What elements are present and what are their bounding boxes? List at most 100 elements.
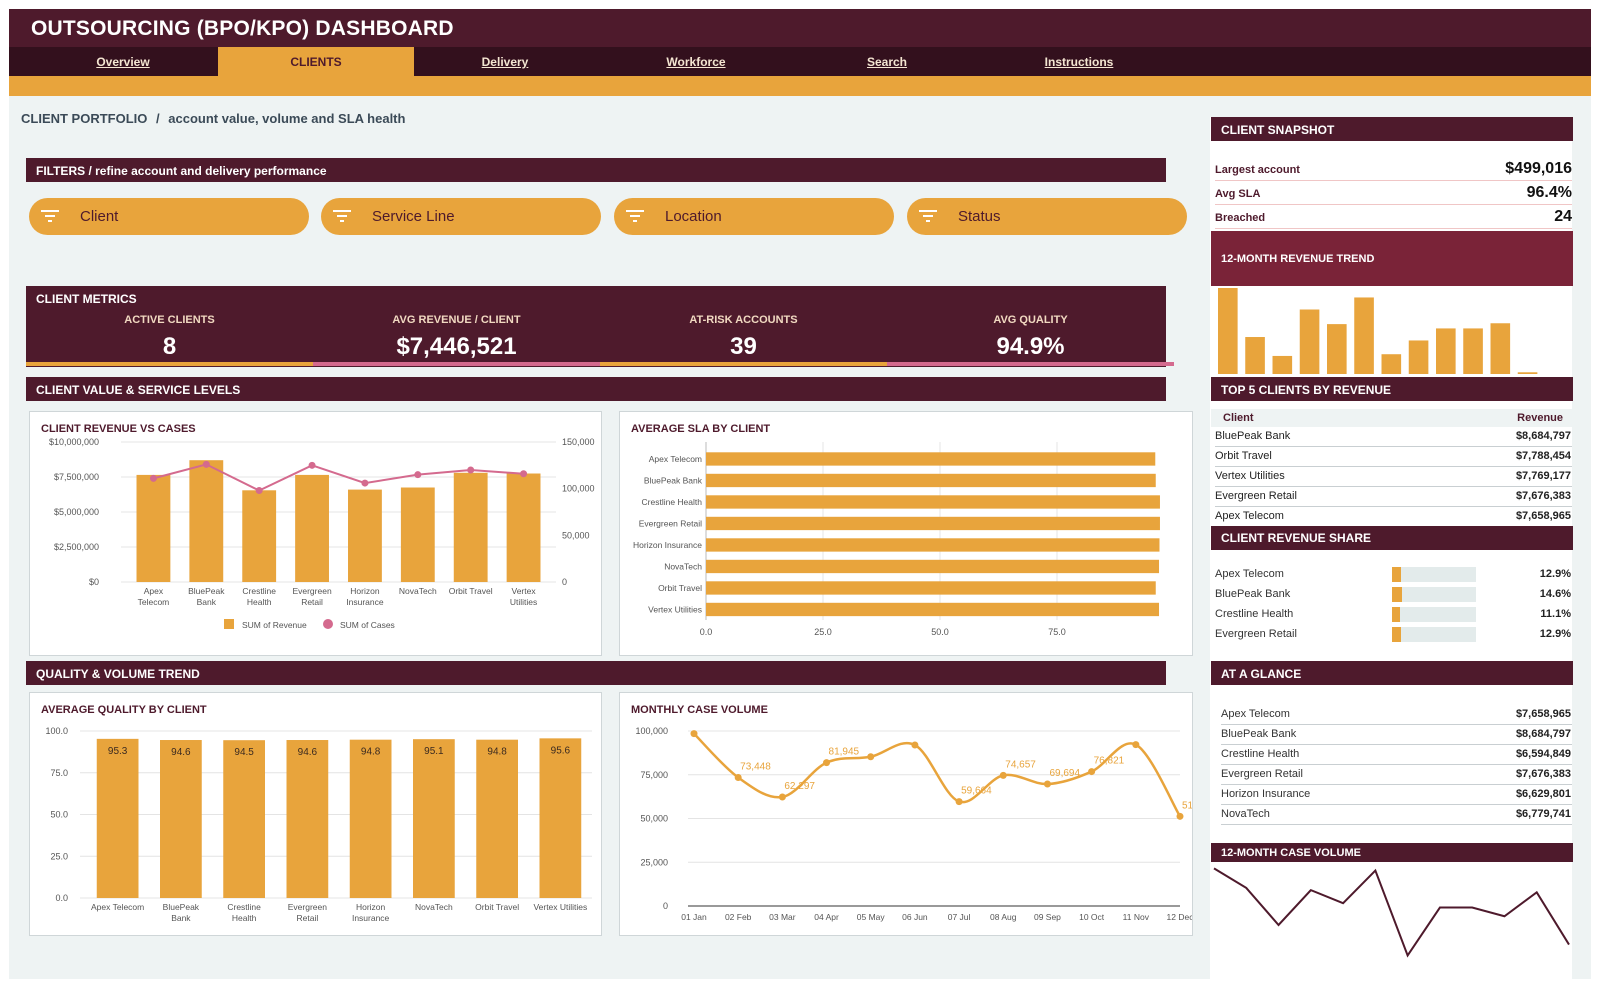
- client-revenue: $6,594,849: [1515, 748, 1571, 760]
- bar: [706, 602, 1160, 617]
- metric-at-risk: AT-RISK ACCOUNTS 39: [600, 286, 887, 366]
- data-label: 94.8: [361, 747, 381, 758]
- metric-accent: [26, 362, 313, 366]
- metric-accent: [600, 362, 887, 366]
- client-name: Orbit Travel: [1215, 450, 1272, 462]
- case-volume-12m-title: 12-MONTH CASE VOLUME: [1221, 847, 1361, 859]
- metric-label: AVG QUALITY: [993, 314, 1068, 326]
- bar: [506, 473, 541, 582]
- x-tick-label: NovaTech: [415, 902, 453, 912]
- tab-clients[interactable]: CLIENTS: [218, 47, 414, 76]
- x-tick-label: 05 May: [857, 912, 886, 922]
- table-row: BluePeak Bank $8,684,797: [1215, 427, 1572, 447]
- line-point: [1132, 741, 1140, 749]
- glance-title: AT A GLANCE: [1221, 667, 1302, 681]
- bar: [706, 581, 1156, 595]
- tab-delivery[interactable]: Delivery: [481, 55, 529, 69]
- bar: [349, 739, 392, 898]
- x-tick-label: Evergreen: [288, 902, 327, 912]
- x-tick-label: Telecom: [138, 597, 170, 607]
- table-row: Crestline Health $6,594,849: [1221, 745, 1572, 765]
- metric-avg-quality: AVG QUALITY 94.9%: [887, 286, 1174, 366]
- line-point: [361, 479, 369, 487]
- y2-tick-label: 150,000: [562, 437, 595, 447]
- filter-status[interactable]: Status: [907, 198, 1187, 235]
- share-track: [1392, 627, 1476, 642]
- line-point: [1088, 768, 1096, 776]
- tab-overview[interactable]: Overview: [96, 55, 150, 69]
- tab-search[interactable]: Search: [866, 55, 908, 69]
- title-bar: OUTSOURCING (BPO/KPO) DASHBOARD: [9, 9, 1591, 47]
- x-tick-label: 12 Dec: [1167, 912, 1192, 922]
- snapshot-value: 24: [1554, 208, 1572, 225]
- bar: [706, 495, 1160, 509]
- x-tick-label: 11 Nov: [1123, 912, 1150, 922]
- client-revenue: $7,676,383: [1515, 768, 1571, 780]
- revenue-trend-chart: [1218, 288, 1538, 374]
- snapshot-label: Largest account: [1215, 164, 1300, 176]
- y-tick-label: 25.0: [50, 851, 68, 861]
- filter-icon: [919, 210, 937, 222]
- share-row: BluePeak Bank 14.6%: [1215, 585, 1572, 604]
- y-tick-label: Horizon Insurance: [633, 540, 702, 550]
- metric-label: ACTIVE CLIENTS: [124, 314, 215, 326]
- y-tick-label: 75.0: [50, 768, 68, 778]
- client-metrics-panel: CLIENT METRICS ACTIVE CLIENTS 8 AVG REVE…: [26, 286, 1174, 367]
- bar: [242, 490, 277, 582]
- client-name: NovaTech: [1221, 808, 1270, 820]
- avg-quality-chart: 0.0 25.0 50.0 75.0 100.0 95.3 Apex Telecom 94.6…: [45, 726, 592, 923]
- client-revenue: $7,788,454: [1515, 450, 1571, 462]
- bar: [348, 489, 382, 582]
- y-tick-label: 0.0: [55, 893, 68, 903]
- share-fill: [1392, 607, 1400, 622]
- y-tick-label: 75,000: [640, 770, 668, 780]
- revenue-trend-panel: 12-MONTH REVENUE TREND: [1211, 231, 1573, 286]
- client-name: Apex Telecom: [1215, 510, 1284, 522]
- metric-value: $7,446,521: [396, 333, 517, 360]
- x-tick-label: Vertex: [512, 586, 537, 596]
- share-row: Crestline Health 11.1%: [1215, 605, 1572, 624]
- quality-volume-header: QUALITY & VOLUME TREND: [26, 661, 1166, 685]
- x-tick-label: 03 Mar: [769, 912, 796, 922]
- client-revenue: $8,684,797: [1515, 430, 1571, 442]
- share-track: [1392, 567, 1476, 582]
- snapshot-value: 96.4%: [1526, 184, 1572, 201]
- bar: [453, 472, 488, 582]
- y-tick-label: $10,000,000: [49, 437, 99, 447]
- bar: [1436, 328, 1456, 374]
- line-point: [1043, 780, 1051, 788]
- x-tick-label: BluePeak: [163, 902, 200, 912]
- data-label: 95.6: [551, 745, 571, 756]
- x-tick-label: Bank: [171, 913, 191, 923]
- line-point: [414, 471, 422, 479]
- x-tick-label: Bank: [197, 597, 217, 607]
- avg-sla-chart: 0.0 25.0 50.0 75.0 Apex Telecom BluePeak Bank…: [633, 442, 1160, 637]
- x-tick-label: 02 Feb: [725, 912, 752, 922]
- snapshot-row-breached: Breached 24: [1215, 206, 1572, 229]
- share-track: [1392, 587, 1476, 602]
- data-label: 73,448: [740, 761, 771, 772]
- y-tick-label: $2,500,000: [54, 542, 99, 552]
- x-tick-label: 04 Apr: [814, 912, 839, 922]
- bar: [539, 738, 582, 898]
- tab-workforce[interactable]: Workforce: [666, 55, 726, 69]
- tab-instructions[interactable]: Instructions: [1044, 55, 1114, 69]
- filter-location[interactable]: Location: [614, 198, 894, 235]
- bar: [295, 474, 329, 582]
- legend-swatch: [323, 619, 333, 629]
- filter-service-line-label: Service Line: [372, 208, 455, 225]
- client-revenue: $7,769,177: [1515, 470, 1571, 482]
- revenue-vs-cases-card: CLIENT REVENUE VS CASES $0 $2,500,000 $5,0…: [29, 411, 602, 656]
- snapshot-row-sla: Avg SLA 96.4%: [1215, 182, 1572, 205]
- top5-header: TOP 5 CLIENTS BY REVENUE: [1211, 377, 1573, 401]
- case-volume-12m-chart: [1213, 867, 1570, 958]
- x-tick-label: Utilities: [510, 597, 537, 607]
- share-pct: 11.1%: [1540, 608, 1571, 620]
- line-point: [778, 793, 786, 801]
- x-tick-label: Crestline: [227, 902, 261, 912]
- snapshot-label: Avg SLA: [1215, 188, 1261, 200]
- filter-client[interactable]: Client: [29, 198, 309, 235]
- filter-service-line[interactable]: Service Line: [321, 198, 601, 235]
- chart-title: AVERAGE QUALITY BY CLIENT: [41, 704, 207, 716]
- series-line: [153, 463, 524, 492]
